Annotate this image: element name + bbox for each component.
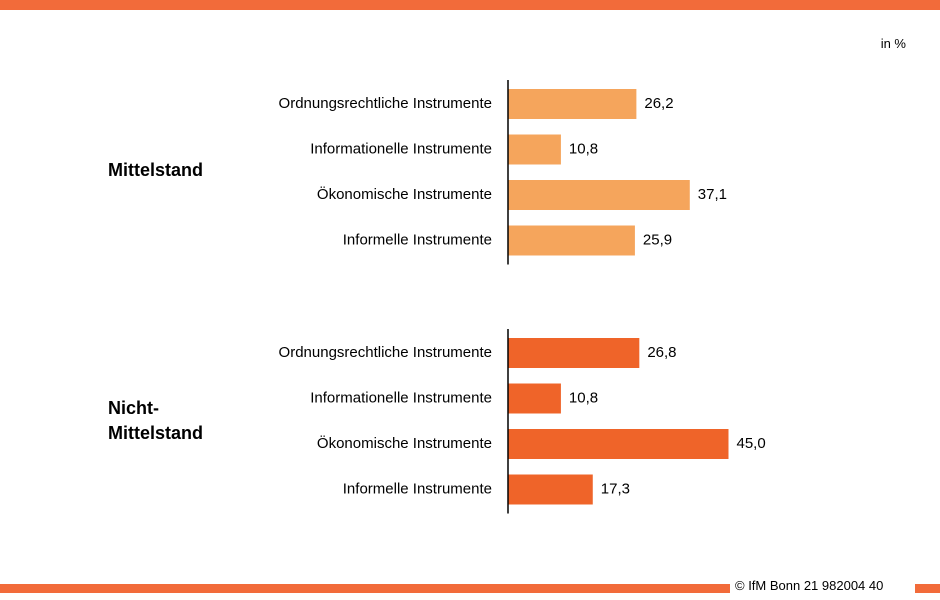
bar: [508, 383, 561, 414]
group-label: Nicht- Mittelstand: [108, 398, 204, 443]
bottom-band-end: [915, 584, 940, 593]
value-label: 17,3: [601, 480, 630, 497]
footer: © IfM Bonn 21 982004 40: [735, 578, 884, 593]
category-label: Ordnungsrechtliche Instrumente: [279, 95, 492, 112]
value-label: 45,0: [737, 435, 766, 452]
category-label: Informationelle Instrumente: [310, 140, 492, 157]
bar: [508, 180, 690, 210]
bar: [508, 338, 640, 368]
category-label: Informelle Instrumente: [343, 480, 492, 497]
category-label: Informelle Instrumente: [343, 231, 492, 248]
category-label: Informationelle Instrumente: [310, 389, 492, 406]
bar: [508, 474, 593, 505]
category-label: Ökonomische Instrumente: [317, 185, 492, 203]
unit-note: in %: [880, 36, 906, 51]
category-label: Ökonomische Instrumente: [317, 434, 492, 452]
bar: [508, 89, 637, 119]
bar: [508, 225, 635, 256]
value-label: 10,8: [569, 140, 598, 157]
bottom-band: [0, 584, 730, 593]
value-label: 37,1: [698, 186, 727, 203]
value-label: 25,9: [643, 231, 672, 248]
bar: [508, 134, 561, 165]
value-label: 26,2: [644, 95, 673, 112]
group-label: Mittelstand: [108, 160, 204, 180]
value-label: 10,8: [569, 389, 598, 406]
value-label: 26,8: [647, 344, 676, 361]
category-label: Ordnungsrechtliche Instrumente: [279, 344, 492, 361]
top-band: [0, 0, 940, 10]
bar: [508, 429, 729, 459]
